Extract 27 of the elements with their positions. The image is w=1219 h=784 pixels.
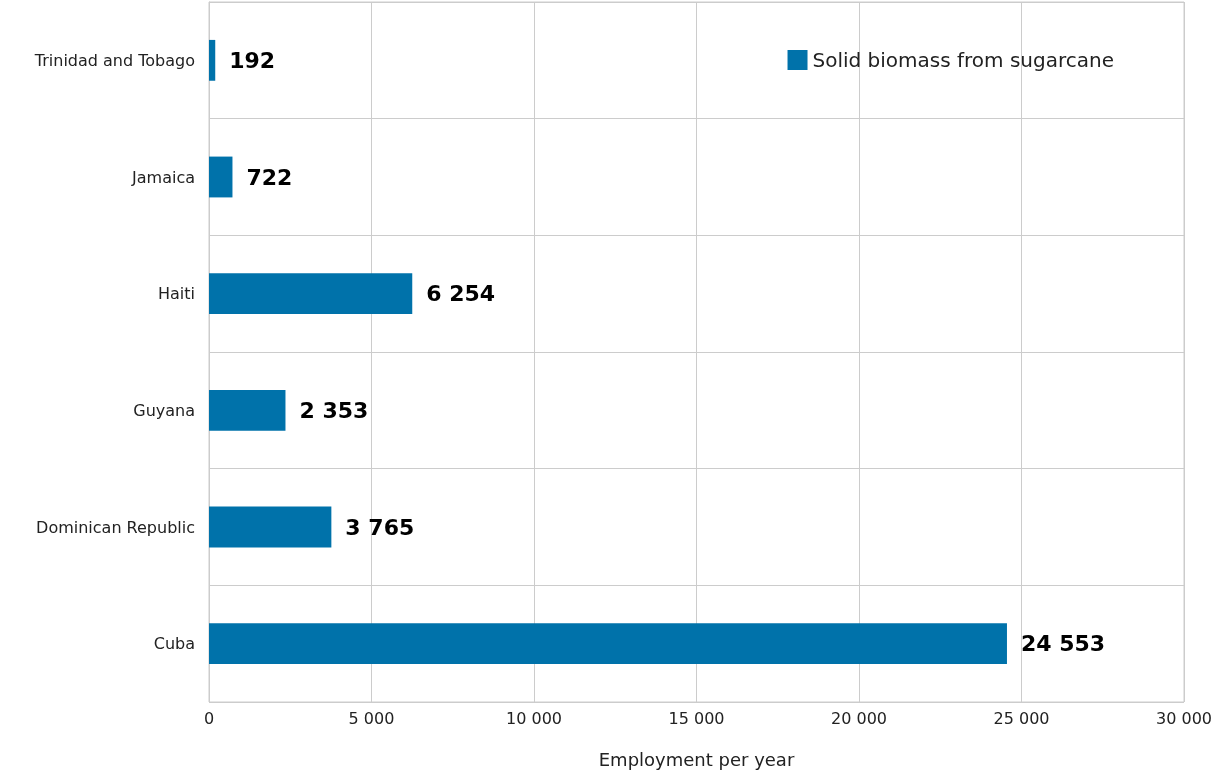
y-tick-label: Trinidad and Tobago — [33, 50, 195, 70]
x-tick-label: 10 000 — [506, 708, 562, 728]
data-label: 6 254 — [426, 281, 496, 307]
x-axis-title: Employment per year — [598, 748, 795, 770]
bar — [209, 156, 233, 198]
x-tick-label: 0 — [203, 708, 215, 728]
data-label: 192 — [229, 47, 276, 73]
data-label: 722 — [246, 164, 293, 190]
bar — [209, 506, 332, 548]
x-tick-label: 20 000 — [831, 708, 887, 728]
y-tick-label: Haiti — [158, 284, 195, 304]
y-tick-label: Cuba — [153, 634, 195, 654]
bar — [209, 39, 216, 81]
x-tick-label: 30 000 — [1156, 708, 1212, 728]
x-tick-label: 15 000 — [668, 708, 725, 728]
y-tick-label: Dominican Republic — [36, 517, 195, 537]
data-label: 24 553 — [1020, 631, 1106, 657]
legend-label: Solid biomass from sugarcane — [812, 48, 1114, 72]
data-label: 3 765 — [345, 514, 415, 540]
y-tick-label: Guyana — [133, 400, 195, 420]
bar — [209, 273, 413, 315]
bar — [209, 623, 1007, 665]
y-tick-label: Jamaica — [131, 167, 195, 187]
bar — [209, 389, 286, 431]
x-tick-label: 5 000 — [348, 708, 395, 728]
x-tick-label: 25 000 — [993, 708, 1050, 728]
data-label: 2 353 — [299, 397, 369, 423]
